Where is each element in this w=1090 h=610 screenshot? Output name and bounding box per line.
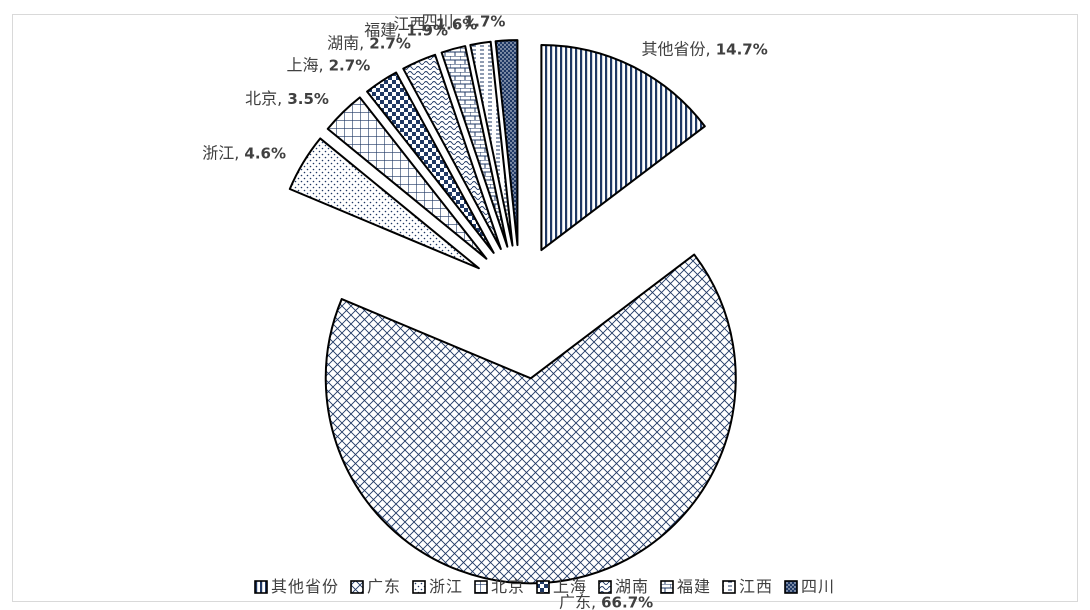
legend-label-5: 湖南 bbox=[615, 577, 649, 596]
legend-swatch-7 bbox=[722, 580, 736, 594]
legend: 其他省份 广东 浙江 北京 上海 湖南 福建 江西 四川 bbox=[254, 577, 835, 596]
pie-slice-5 bbox=[402, 53, 502, 250]
legend-item-6: 福建 bbox=[660, 577, 711, 596]
slice-labels: 其他省份, 14.7% 广东, 66.7% 浙江, 4.6% 北京, 3.5% 上海, … bbox=[202, 11, 768, 610]
chart-frame bbox=[12, 14, 1078, 602]
slice-label-4: 上海, 2.7% bbox=[286, 56, 370, 75]
legend-item-4: 上海 bbox=[536, 577, 587, 596]
pie-slice-7 bbox=[469, 40, 514, 247]
legend-swatch-0 bbox=[254, 580, 268, 594]
legend-item-7: 江西 bbox=[722, 577, 773, 596]
slice-label-6: 福建, 1.9% bbox=[364, 21, 448, 40]
pie-slice-2 bbox=[288, 137, 480, 270]
legend-label-8: 四川 bbox=[801, 577, 835, 596]
legend-label-2: 浙江 bbox=[429, 577, 463, 596]
legend-item-3: 北京 bbox=[474, 577, 525, 596]
pie-slice-0 bbox=[540, 44, 706, 252]
slice-label-3: 北京, 3.5% bbox=[245, 89, 329, 108]
legend-item-8: 四川 bbox=[784, 577, 835, 596]
legend-swatch-1 bbox=[350, 580, 364, 594]
legend-item-1: 广东 bbox=[350, 577, 401, 596]
slice-label-8: 四川, 1.7% bbox=[422, 11, 506, 30]
slice-label-0: 其他省份, 14.7% bbox=[642, 40, 768, 59]
slice-label-7: 江西, 1.6% bbox=[394, 14, 478, 33]
legend-label-3: 北京 bbox=[491, 577, 525, 596]
legend-swatch-6 bbox=[660, 580, 674, 594]
pie-slice-1 bbox=[324, 253, 737, 585]
slice-label-1: 广东, 66.7% bbox=[559, 593, 653, 610]
pie-slice-6 bbox=[440, 45, 509, 248]
pie-slices bbox=[288, 39, 737, 585]
legend-label-0: 其他省份 bbox=[271, 577, 339, 596]
legend-swatch-2 bbox=[412, 580, 426, 594]
pie-slice-8 bbox=[494, 39, 519, 247]
legend-item-5: 湖南 bbox=[598, 577, 649, 596]
pie-slice-3 bbox=[326, 96, 488, 260]
legend-swatch-4 bbox=[536, 580, 550, 594]
legend-swatch-3 bbox=[474, 580, 488, 594]
legend-label-4: 上海 bbox=[553, 577, 587, 596]
legend-label-1: 广东 bbox=[367, 577, 401, 596]
legend-item-0: 其他省份 bbox=[254, 577, 339, 596]
legend-swatch-5 bbox=[598, 580, 612, 594]
slice-label-2: 浙江, 4.6% bbox=[202, 143, 286, 162]
legend-swatch-8 bbox=[784, 580, 798, 594]
pie-slice-4 bbox=[366, 71, 495, 254]
legend-label-7: 江西 bbox=[739, 577, 773, 596]
slice-label-5: 湖南, 2.7% bbox=[327, 34, 411, 53]
legend-label-6: 福建 bbox=[677, 577, 711, 596]
legend-item-2: 浙江 bbox=[412, 577, 463, 596]
